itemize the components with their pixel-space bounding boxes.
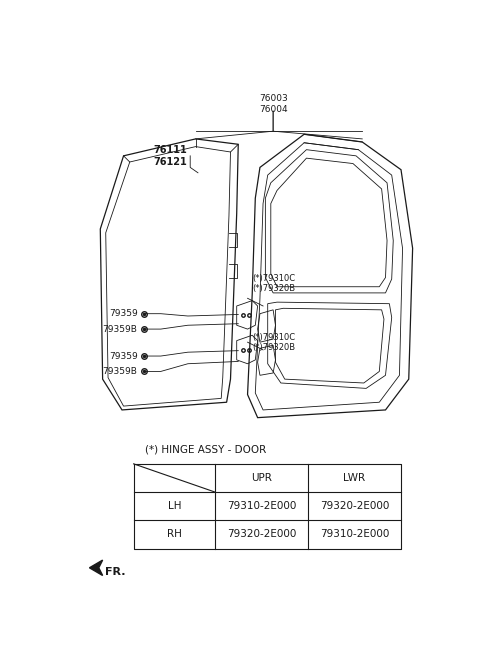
Text: 76111
76121: 76111 76121 — [153, 145, 187, 167]
Polygon shape — [248, 134, 413, 418]
Text: 79320-2E000: 79320-2E000 — [320, 501, 389, 511]
Text: (*)79310C
(*)79320B: (*)79310C (*)79320B — [252, 333, 295, 352]
Polygon shape — [89, 560, 103, 576]
Text: (*) HINGE ASSY - DOOR: (*) HINGE ASSY - DOOR — [145, 445, 266, 455]
Text: FR.: FR. — [105, 567, 125, 577]
Text: 76003
76004: 76003 76004 — [259, 94, 288, 114]
Text: 79359: 79359 — [109, 309, 137, 318]
Text: LWR: LWR — [343, 473, 366, 483]
Text: 79310-2E000: 79310-2E000 — [320, 530, 389, 539]
Text: LH: LH — [168, 501, 181, 511]
Text: 79359: 79359 — [109, 351, 137, 361]
Text: RH: RH — [167, 530, 182, 539]
Text: 79320-2E000: 79320-2E000 — [227, 530, 296, 539]
Text: UPR: UPR — [251, 473, 272, 483]
Text: 79310-2E000: 79310-2E000 — [227, 501, 296, 511]
Polygon shape — [100, 139, 238, 410]
Text: 79359B: 79359B — [103, 367, 137, 376]
Text: 79359B: 79359B — [103, 325, 137, 334]
Text: (*)79310C
(*)79320B: (*)79310C (*)79320B — [252, 273, 295, 293]
